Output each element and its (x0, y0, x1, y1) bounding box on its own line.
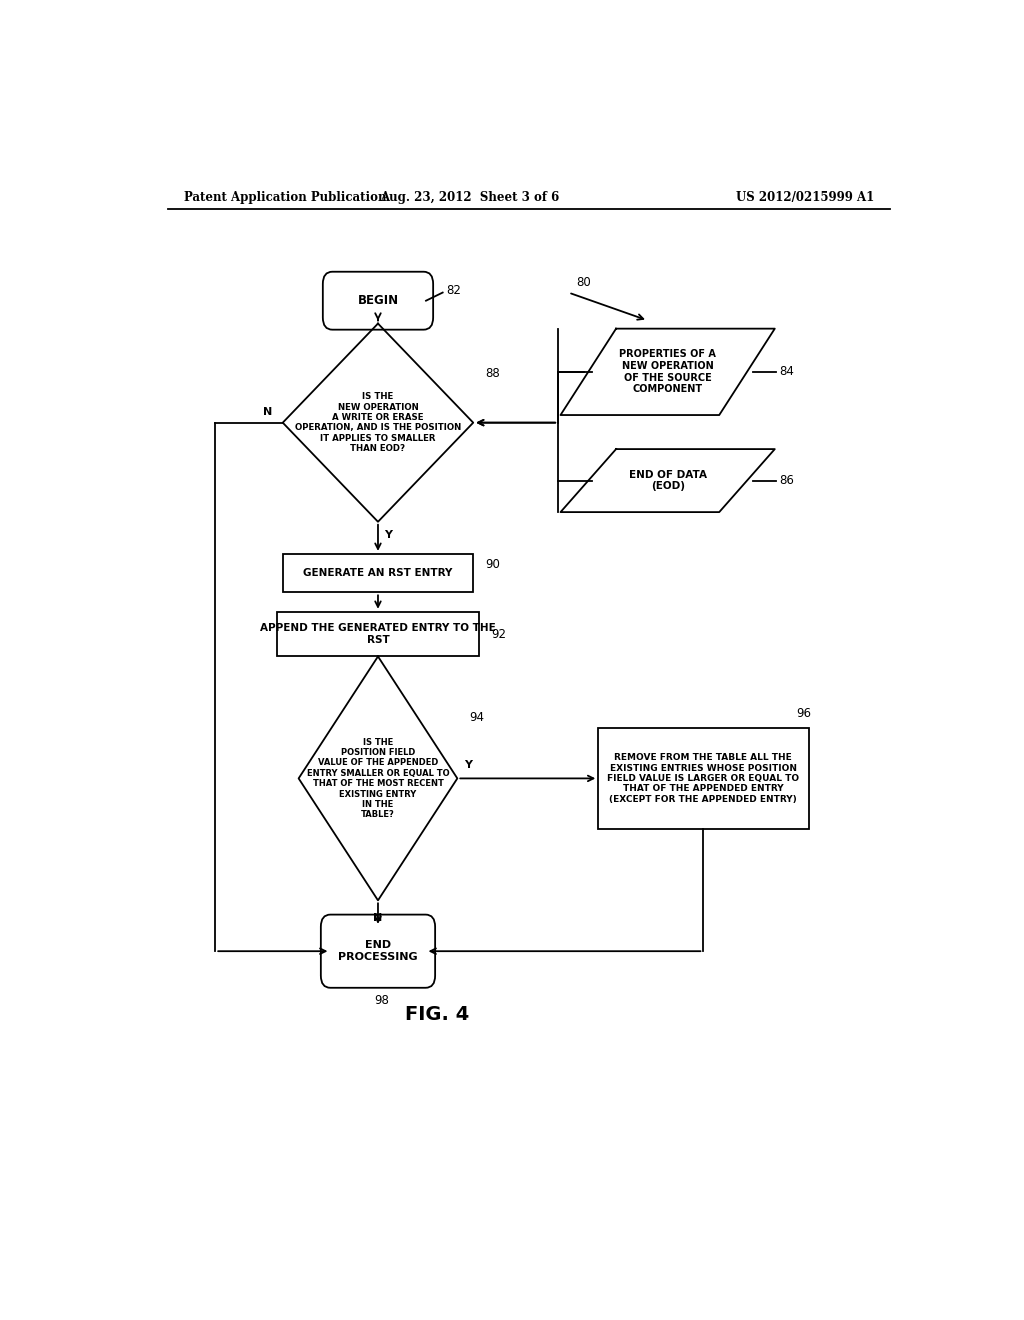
Text: 88: 88 (485, 367, 500, 380)
Text: END OF DATA
(EOD): END OF DATA (EOD) (629, 470, 707, 491)
Text: IS THE
POSITION FIELD
VALUE OF THE APPENDED
ENTRY SMALLER OR EQUAL TO
THAT OF TH: IS THE POSITION FIELD VALUE OF THE APPEN… (306, 738, 450, 820)
Text: 86: 86 (779, 474, 794, 487)
FancyBboxPatch shape (323, 272, 433, 330)
Text: 94: 94 (469, 711, 484, 723)
Text: US 2012/0215999 A1: US 2012/0215999 A1 (735, 190, 873, 203)
Text: 80: 80 (577, 276, 591, 289)
Text: 98: 98 (374, 994, 389, 1007)
Text: 92: 92 (492, 627, 506, 640)
Polygon shape (299, 656, 458, 900)
Bar (283, 554, 473, 593)
Polygon shape (560, 449, 775, 512)
Text: Patent Application Publication: Patent Application Publication (183, 190, 386, 203)
Text: 96: 96 (797, 706, 812, 719)
Text: REMOVE FROM THE TABLE ALL THE
EXISTING ENTRIES WHOSE POSITION
FIELD VALUE IS LAR: REMOVE FROM THE TABLE ALL THE EXISTING E… (607, 754, 800, 804)
Polygon shape (560, 329, 775, 414)
Text: IS THE
NEW OPERATION
A WRITE OR ERASE
OPERATION, AND IS THE POSITION
IT APPLIES : IS THE NEW OPERATION A WRITE OR ERASE OP… (295, 392, 461, 453)
Text: BEGIN: BEGIN (357, 294, 398, 308)
Text: 90: 90 (485, 558, 500, 572)
Polygon shape (283, 323, 473, 521)
Text: PROPERTIES OF A
NEW OPERATION
OF THE SOURCE
COMPONENT: PROPERTIES OF A NEW OPERATION OF THE SOU… (620, 350, 716, 395)
Text: FIG. 4: FIG. 4 (406, 1005, 470, 1024)
Text: END
PROCESSING: END PROCESSING (338, 940, 418, 962)
Text: GENERATE AN RST ENTRY: GENERATE AN RST ENTRY (303, 568, 453, 578)
Text: APPEND THE GENERATED ENTRY TO THE
RST: APPEND THE GENERATED ENTRY TO THE RST (260, 623, 496, 645)
Bar (276, 611, 479, 656)
Text: 82: 82 (445, 284, 461, 297)
Bar (598, 727, 809, 829)
Text: N: N (373, 912, 383, 923)
Text: Aug. 23, 2012  Sheet 3 of 6: Aug. 23, 2012 Sheet 3 of 6 (380, 190, 559, 203)
FancyBboxPatch shape (321, 915, 435, 987)
Text: Y: Y (384, 531, 392, 540)
Text: N: N (263, 407, 272, 417)
Text: 84: 84 (779, 366, 794, 379)
Text: Y: Y (464, 760, 472, 771)
